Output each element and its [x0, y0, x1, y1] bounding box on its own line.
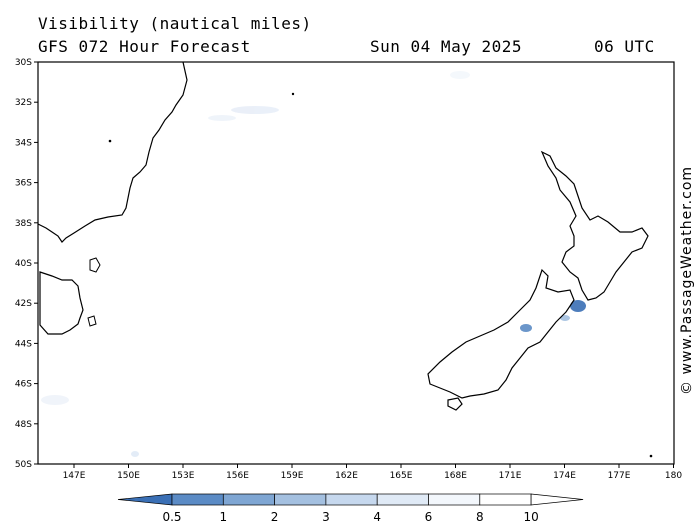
longitude-label: 156E	[226, 471, 249, 481]
latitude-label: 48S	[15, 420, 32, 430]
legend-label: 10	[523, 510, 538, 524]
legend-label: 2	[271, 510, 279, 524]
low-visibility-area	[570, 300, 586, 312]
visibility-shading	[41, 71, 586, 457]
latitude-label: 32S	[15, 98, 32, 108]
latitude-axis: 30S 32S 34S 36S 38S 40S 42S 44S 46S 48S 50S	[15, 58, 38, 470]
longitude-label: 150E	[117, 471, 140, 481]
legend-arrow-low	[117, 493, 173, 506]
longitude-label: 159E	[281, 471, 304, 481]
legend-color-box	[479, 493, 532, 506]
forecast-time: 06 UTC	[594, 37, 655, 56]
longitude-label: 168E	[444, 471, 467, 481]
legend-label: 0.5	[162, 510, 181, 524]
latitude-label: 44S	[15, 339, 32, 349]
longitude-axis: 147E 150E 153E 156E 159E 162E 165E 168E 171E 174E…	[63, 464, 682, 481]
latitude-label: 42S	[15, 299, 32, 309]
map-frame	[37, 61, 675, 465]
latitude-label: 50S	[15, 460, 32, 470]
longitude-label: 174E	[553, 471, 576, 481]
legend-label: 8	[476, 510, 484, 524]
longitude-label: 162E	[335, 471, 358, 481]
longitude-label: 165E	[390, 471, 413, 481]
latitude-label: 36S	[15, 179, 32, 189]
stewart-island-coastline	[447, 397, 463, 411]
legend-label: 4	[373, 510, 381, 524]
low-visibility-area	[520, 324, 532, 332]
legend-color-box	[274, 493, 327, 506]
watermark: © www.PassageWeather.com	[679, 165, 695, 395]
latitude-label: 46S	[15, 380, 32, 390]
visibility-legend: 0.5 1 2 3 4 6 8 10	[117, 493, 584, 524]
legend-label: 3	[322, 510, 330, 524]
australia-coastline	[37, 61, 188, 243]
nz-north-island-coastline	[540, 150, 649, 301]
legend-color-box	[171, 493, 224, 506]
forecast-date: Sun 04 May 2025	[370, 37, 522, 56]
latitude-label: 40S	[15, 259, 32, 269]
latitude-label: 38S	[15, 219, 32, 229]
map-title: Visibility (nautical miles)	[38, 14, 312, 33]
forecast-label: GFS 072 Hour Forecast	[38, 37, 251, 56]
legend-arrow-high	[530, 493, 584, 506]
legend-label: 1	[219, 510, 227, 524]
legend-color-box	[376, 493, 429, 506]
nz-south-island-coastline	[427, 268, 575, 399]
legend-color-box	[325, 493, 378, 506]
latitude-label: 34S	[15, 138, 32, 148]
legend-color-box	[222, 493, 275, 506]
latitude-label: 30S	[15, 58, 32, 68]
longitude-label: 153E	[172, 471, 195, 481]
longitude-label: 180	[665, 471, 682, 481]
tasmania-coastline	[39, 271, 84, 335]
legend-color-box	[428, 493, 481, 506]
longitude-label: 177E	[608, 471, 631, 481]
legend-label: 6	[425, 510, 433, 524]
longitude-label: 147E	[63, 471, 86, 481]
longitude-label: 171E	[499, 471, 522, 481]
